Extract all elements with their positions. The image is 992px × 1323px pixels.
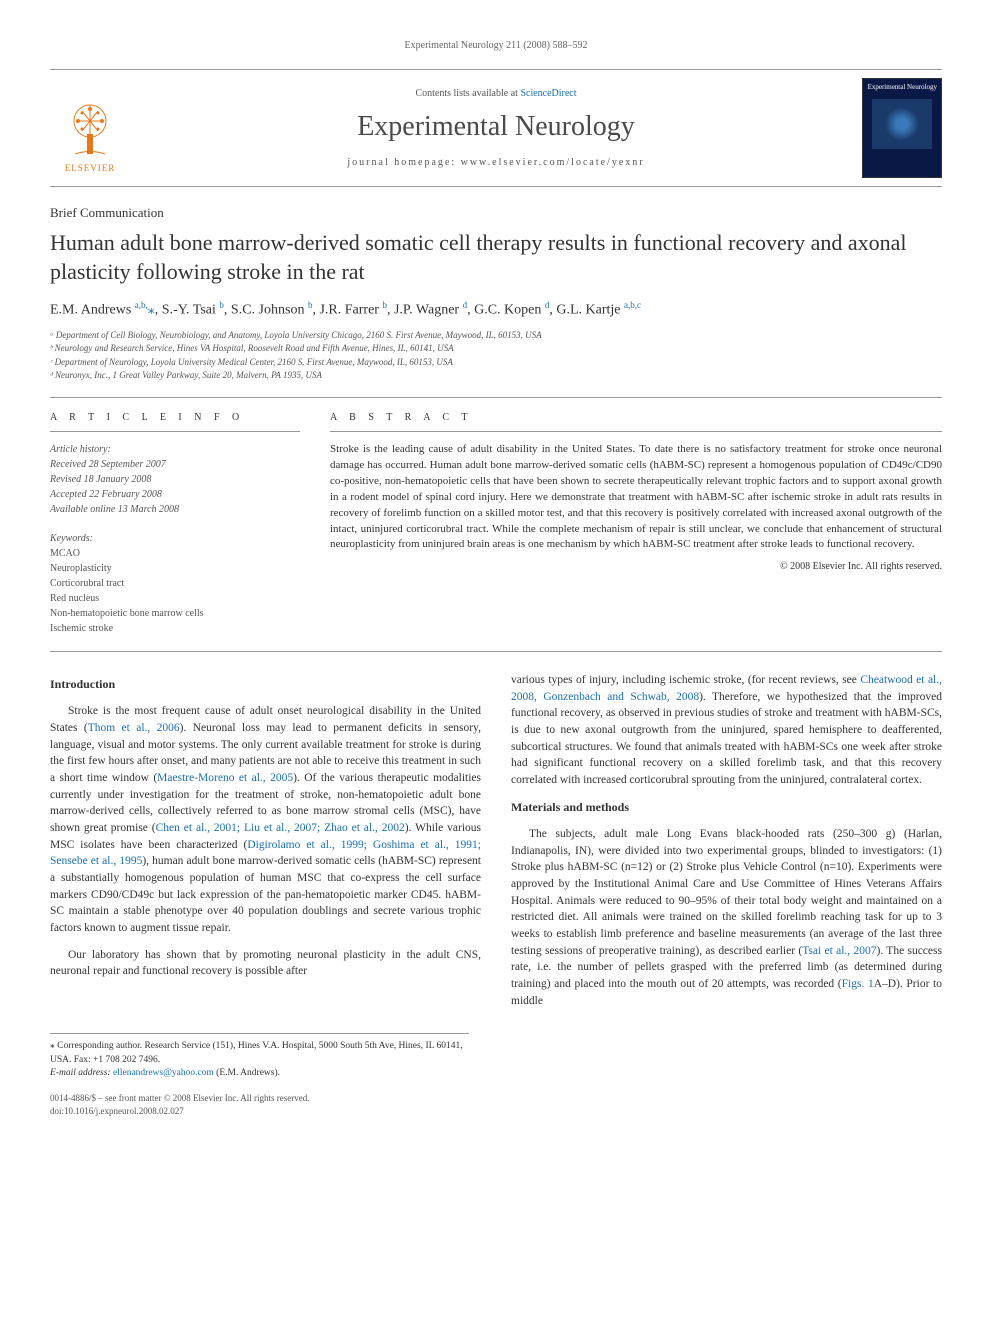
footer-issn-line: 0014-4886/$ – see front matter © 2008 El… — [50, 1092, 942, 1105]
history-revised: Revised 18 January 2008 — [50, 472, 300, 487]
keyword: Non-hematopoietic bone marrow cells — [50, 606, 300, 621]
keywords-label: Keywords: — [50, 531, 300, 546]
intro-paragraph-1: Stroke is the most frequent cause of adu… — [50, 703, 481, 936]
text-run: various types of injury, including ische… — [511, 674, 860, 686]
running-head: Experimental Neurology 211 (2008) 588–59… — [50, 40, 942, 51]
keyword: Neuroplasticity — [50, 561, 300, 576]
info-abstract-row: A R T I C L E I N F O Article history: R… — [50, 412, 942, 652]
footer-bar: 0014-4886/$ – see front matter © 2008 El… — [50, 1092, 942, 1117]
email-link[interactable]: ellenandrews@yahoo.com — [113, 1068, 214, 1078]
masthead-center: Contents lists available at ScienceDirec… — [130, 88, 862, 168]
mm-paragraph-1: The subjects, adult male Long Evans blac… — [511, 826, 942, 1009]
email-label: E-mail address: — [50, 1068, 113, 1078]
journal-cover-thumbnail: Experimental Neurology — [862, 78, 942, 178]
footnotes-block: ⁎ Corresponding author. Research Service… — [50, 1033, 469, 1080]
sciencedirect-link[interactable]: ScienceDirect — [520, 88, 576, 99]
journal-masthead: ELSEVIER Contents lists available at Sci… — [50, 69, 942, 187]
body-column-left: Introduction Stroke is the most frequent… — [50, 672, 481, 1019]
keyword: MCAO — [50, 546, 300, 561]
introduction-heading: Introduction — [50, 676, 481, 693]
cover-title: Experimental Neurology — [863, 79, 941, 95]
col2-paragraph-1: various types of injury, including ische… — [511, 672, 942, 789]
keywords-block: Keywords: MCAO Neuroplasticity Corticoru… — [50, 531, 300, 636]
history-label: Article history: — [50, 442, 300, 457]
citation-link[interactable]: Maestre-Moreno et al., 2005 — [157, 772, 293, 784]
contents-text: Contents lists available at — [415, 88, 520, 99]
body-two-column: Introduction Stroke is the most frequent… — [50, 672, 942, 1019]
publisher-name: ELSEVIER — [65, 163, 116, 173]
keyword: Corticorubral tract — [50, 576, 300, 591]
text-run: The subjects, adult male Long Evans blac… — [511, 828, 942, 957]
article-info-column: A R T I C L E I N F O Article history: R… — [50, 412, 300, 637]
history-accepted: Accepted 22 February 2008 — [50, 487, 300, 502]
article-history: Article history: Received 28 September 2… — [50, 442, 300, 517]
contents-available-line: Contents lists available at ScienceDirec… — [130, 88, 862, 99]
materials-methods-heading: Materials and methods — [511, 799, 942, 816]
journal-homepage-line: journal homepage: www.elsevier.com/locat… — [130, 157, 862, 168]
text-run: ). Therefore, we hypothesized that the i… — [511, 691, 942, 786]
affiliations-block: ᵃ Department of Cell Biology, Neurobiolo… — [50, 329, 942, 398]
footer-doi-line: doi:10.1016/j.expneurol.2008.02.027 — [50, 1105, 942, 1118]
article-info-heading: A R T I C L E I N F O — [50, 412, 300, 432]
figure-link[interactable]: Figs. 1 — [842, 978, 874, 990]
abstract-heading: A B S T R A C T — [330, 412, 942, 432]
abstract-copyright: © 2008 Elsevier Inc. All rights reserved… — [330, 561, 942, 572]
keyword: Red nucleus — [50, 591, 300, 606]
homepage-url[interactable]: www.elsevier.com/locate/yexnr — [461, 157, 645, 168]
citation-link[interactable]: Chen et al., 2001; Liu et al., 2007; Zha… — [156, 822, 405, 834]
citation-link[interactable]: Tsai et al., 2007 — [802, 945, 876, 957]
intro-paragraph-2: Our laboratory has shown that by promoti… — [50, 947, 481, 980]
corresponding-author-note: ⁎ Corresponding author. Research Service… — [50, 1040, 469, 1067]
email-line: E-mail address: ellenandrews@yahoo.com (… — [50, 1067, 469, 1080]
history-online: Available online 13 March 2008 — [50, 502, 300, 517]
cover-image — [872, 99, 932, 149]
email-tail: (E.M. Andrews). — [214, 1068, 280, 1078]
abstract-column: A B S T R A C T Stroke is the leading ca… — [330, 412, 942, 637]
elsevier-tree-icon — [60, 99, 120, 159]
citation-link[interactable]: Thom et al., 2006 — [88, 722, 180, 734]
journal-name: Experimental Neurology — [130, 111, 862, 143]
article-title: Human adult bone marrow-derived somatic … — [50, 229, 942, 286]
history-received: Received 28 September 2007 — [50, 457, 300, 472]
article-type: Brief Communication — [50, 205, 942, 221]
body-column-right: various types of injury, including ische… — [511, 672, 942, 1019]
authors-line: E.M. Andrews a,b,⁎, S.-Y. Tsai b, S.C. J… — [50, 300, 942, 319]
keyword: Ischemic stroke — [50, 621, 300, 636]
publisher-logo: ELSEVIER — [50, 83, 130, 173]
homepage-label: journal homepage: — [347, 157, 460, 168]
abstract-text: Stroke is the leading cause of adult dis… — [330, 442, 942, 554]
